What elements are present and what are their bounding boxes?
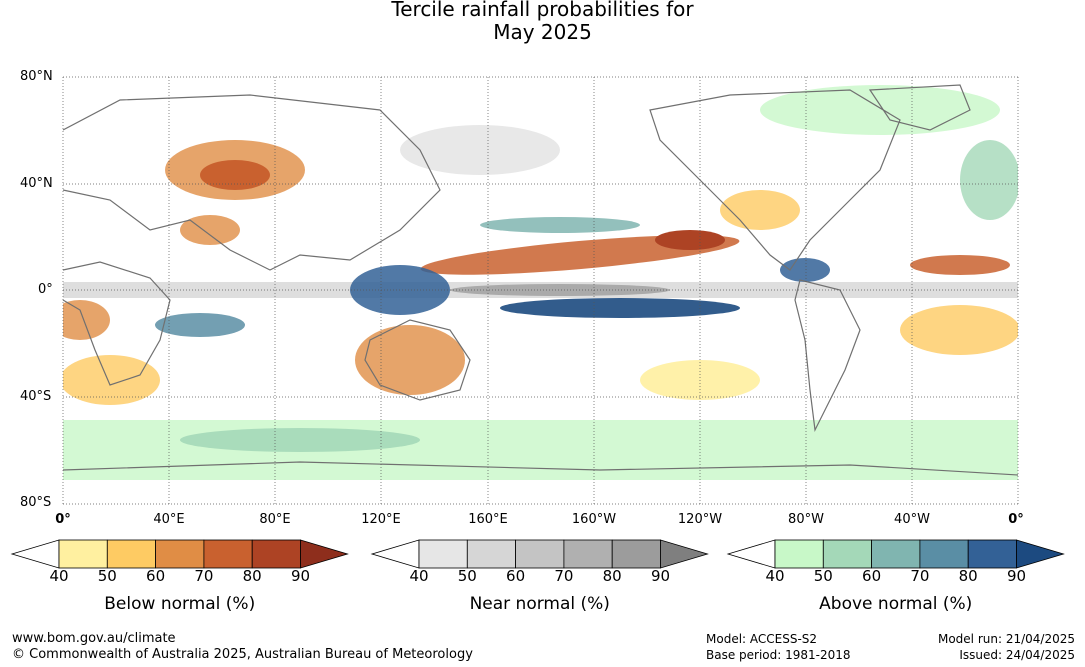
legend-above-tick: 50 xyxy=(813,567,833,585)
legend-near-min-arrow xyxy=(370,539,420,569)
legend-colorbars xyxy=(10,539,1065,569)
legend-near-tick: 50 xyxy=(457,567,477,585)
lon-label-40e: 40°E xyxy=(153,512,185,527)
pacific-below-band xyxy=(420,235,740,275)
indian-ocean-above xyxy=(155,313,245,337)
legend-near-swatch xyxy=(611,539,661,569)
legend-near-swatch xyxy=(418,539,468,569)
legend-below-tick: 90 xyxy=(290,567,311,585)
southern-ocean-above xyxy=(180,428,420,452)
legend-near-swatch xyxy=(515,539,565,569)
india-below xyxy=(180,215,240,245)
lon-label-80w: 80°W xyxy=(788,512,824,527)
lon-label-0-east: 0° xyxy=(1008,512,1024,527)
legend-above-min-arrow xyxy=(726,539,776,569)
lon-label-120w: 120°W xyxy=(677,512,723,527)
footer-model: Model: ACCESS-S2 xyxy=(706,632,818,646)
lat-label-0: 0° xyxy=(38,282,53,297)
legend-below-tick: 80 xyxy=(242,567,262,585)
legend-near-tick: 40 xyxy=(409,567,429,585)
probability-fields xyxy=(63,85,1018,480)
lat-label-80n: 80°N xyxy=(20,69,53,84)
legend-above-tick: 70 xyxy=(910,567,930,585)
footer-url: www.bom.gov.au/climate xyxy=(12,631,176,646)
legend-near-title: Near normal (%) xyxy=(469,594,610,614)
central-america-above xyxy=(780,258,830,282)
footer-base-period: Base period: 1981-2018 xyxy=(706,648,851,662)
legend-near-swatch xyxy=(563,539,613,569)
legend-near-swatch xyxy=(466,539,516,569)
legend-below-max-arrow xyxy=(300,539,349,569)
legend-above-swatch xyxy=(919,539,969,569)
lat-label-40n: 40°N xyxy=(20,176,53,191)
south-atlantic-below xyxy=(900,305,1018,355)
lat-label-80s: 80°S xyxy=(20,495,52,510)
south-africa-below xyxy=(63,355,160,405)
legend-above-swatch xyxy=(967,539,1017,569)
greenland-outline xyxy=(868,84,971,131)
legend-below-swatch xyxy=(251,539,301,569)
legend-below-tick: 40 xyxy=(49,567,69,585)
equatorial-pacific-above xyxy=(500,298,740,318)
legend-above-tick: 40 xyxy=(765,567,785,585)
footer-issued: Issued: 24/04/2025 xyxy=(959,648,1075,662)
legend-below-swatch xyxy=(106,539,157,569)
north-atlantic-above xyxy=(960,140,1018,220)
legend-below-swatch xyxy=(203,539,253,569)
legend-below-title: Below normal (%) xyxy=(104,594,256,614)
legend-below-swatch xyxy=(155,539,205,569)
legend-above-swatch xyxy=(871,539,921,569)
lat-label-40s: 40°S xyxy=(20,389,52,404)
legend-below-tick: 60 xyxy=(146,567,166,585)
legend-near-tick: 80 xyxy=(602,567,622,585)
legend-near-max-arrow xyxy=(660,539,709,569)
atlantic-below xyxy=(910,255,1010,275)
legend-below-swatch xyxy=(58,539,108,569)
australia-outline xyxy=(364,319,471,401)
map-title-line1: Tercile rainfall probabilities for xyxy=(391,0,694,21)
arctic-above xyxy=(760,85,1000,135)
lon-label-80e: 80°E xyxy=(259,512,291,527)
antarctica-outline xyxy=(62,461,1019,476)
southern-band-above xyxy=(63,420,1018,480)
legend-above-tick: 80 xyxy=(958,567,978,585)
africa-below xyxy=(63,300,110,340)
legend-near-tick: 90 xyxy=(650,567,671,585)
eurasia-outline xyxy=(62,94,441,271)
legend-near-tick: 70 xyxy=(554,567,574,585)
north-pacific-near xyxy=(400,125,560,175)
legend-above-swatch xyxy=(822,539,872,569)
north-pacific-above xyxy=(480,217,640,233)
lon-label-160w: 160°W xyxy=(571,512,617,527)
asia-below-core xyxy=(200,160,270,190)
south-america-outline xyxy=(794,279,861,433)
legend-below-tick: 50 xyxy=(97,567,117,585)
lon-label-160e: 160°E xyxy=(468,512,508,527)
legend-near-tick: 60 xyxy=(506,567,526,585)
legend-above-title: Above normal (%) xyxy=(819,594,973,614)
legend-above-tick: 60 xyxy=(862,567,882,585)
footer-model-run: Model run: 21/04/2025 xyxy=(937,632,1075,646)
lon-label-0-west: 0° xyxy=(55,512,71,527)
gridlines xyxy=(62,76,1019,505)
australia-below xyxy=(355,325,465,395)
map-title-line2: May 2025 xyxy=(493,20,592,44)
africa-outline xyxy=(62,261,171,386)
legend-below-min-arrow xyxy=(10,539,60,569)
legend-above-swatch xyxy=(774,539,824,569)
equatorial-near-core xyxy=(450,284,670,296)
footer-copyright: © Commonwealth of Australia 2025, Austra… xyxy=(12,647,473,662)
lon-label-120e: 120°E xyxy=(361,512,401,527)
lon-label-40w: 40°W xyxy=(894,512,930,527)
legend-below-tick: 70 xyxy=(194,567,214,585)
legend-above-max-arrow xyxy=(1016,539,1065,569)
pacific-below-core xyxy=(655,230,725,250)
legend-above-tick: 90 xyxy=(1006,567,1027,585)
north-america-below xyxy=(720,190,800,230)
